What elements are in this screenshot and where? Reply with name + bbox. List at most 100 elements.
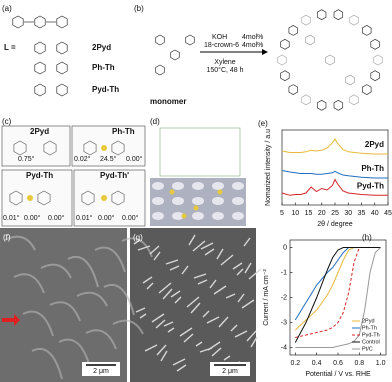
ring [170, 49, 180, 61]
flake [236, 268, 244, 276]
pore [192, 212, 204, 220]
ring [277, 54, 287, 66]
y-tick-label: -4 [281, 344, 287, 351]
flake [237, 293, 245, 303]
ring [301, 14, 311, 26]
flake [220, 254, 234, 266]
ring [155, 34, 165, 46]
flake [155, 319, 166, 329]
series-line [281, 138, 388, 155]
ring [370, 70, 380, 82]
sheet [76, 291, 108, 307]
legend-label: Pyd-Th [362, 332, 380, 338]
flake [135, 307, 146, 313]
y-axis-title: Current / mA cm⁻² [263, 269, 270, 326]
molecule-frame [73, 169, 146, 227]
ring [56, 15, 68, 29]
ring [185, 34, 195, 46]
flake [160, 350, 168, 362]
sheet [49, 301, 81, 322]
ring [56, 61, 68, 75]
flake [190, 302, 201, 314]
angle: 0.00° [98, 214, 115, 222]
panel-label: (b) [134, 4, 144, 13]
ring [81, 190, 95, 206]
flake [139, 313, 147, 319]
flake [211, 347, 222, 357]
flake [204, 248, 215, 256]
ring [280, 70, 290, 82]
decoration [1, 9, 383, 227]
x-tick-label: 25 [331, 210, 339, 217]
x-tick-label: 15 [305, 210, 313, 217]
x-tick-label: 35 [358, 210, 366, 217]
flake [174, 296, 182, 304]
ring [34, 61, 46, 75]
sem-image [0, 228, 127, 382]
x-tick-label: 10 [291, 210, 299, 217]
flake [151, 313, 165, 323]
pore [172, 212, 184, 220]
flake [170, 290, 181, 298]
x-tick-label: 40 [371, 210, 379, 217]
pore [212, 212, 224, 220]
sheet [94, 246, 126, 273]
panel-label: (e) [258, 119, 268, 128]
pore [172, 197, 184, 205]
ring [34, 83, 46, 97]
sheet [4, 235, 36, 251]
reagent: KOH [212, 34, 227, 41]
flake [181, 265, 189, 275]
structure-name: Pyd-Th' [100, 171, 129, 180]
flake [142, 276, 153, 284]
x-tick-label: 1.0 [376, 360, 386, 367]
ring [9, 190, 23, 206]
series-line [295, 247, 382, 348]
y-axis-title: Nomarized intensity / a.u [265, 129, 272, 206]
flake [244, 262, 252, 274]
angle: 0.01° [3, 214, 20, 222]
angle: 0.02° [74, 155, 91, 163]
sheet [85, 329, 117, 350]
pore [172, 182, 184, 190]
flake [153, 251, 161, 261]
panel-label: (a) [2, 4, 12, 13]
series-line [294, 247, 381, 343]
ring [288, 84, 298, 96]
flake [179, 327, 193, 337]
pore [192, 197, 204, 205]
panel-label: (c) [2, 117, 12, 126]
ring [316, 99, 327, 111]
x-tick-label: 30 [344, 210, 352, 217]
y-tick-label: -2 [281, 294, 287, 301]
ring [305, 34, 315, 46]
flake [232, 262, 243, 270]
legend-label: Control [362, 339, 380, 345]
pore [232, 182, 244, 190]
linker-label: L = [4, 43, 16, 52]
ring [333, 99, 344, 111]
flake [193, 273, 207, 279]
flake [197, 279, 208, 285]
ring [345, 74, 355, 86]
ring [325, 54, 335, 66]
flake [149, 245, 160, 255]
molecule-frame [1, 169, 73, 227]
sulfur-atom [217, 189, 223, 195]
flake [186, 296, 200, 308]
sulfur-atom [101, 145, 107, 151]
sheet [31, 348, 63, 380]
flake [156, 344, 167, 356]
x-tick-label: 0.8 [354, 360, 364, 367]
ring [333, 9, 344, 21]
sulfur-atom [193, 205, 199, 211]
structure-name: Pyd-Th [26, 171, 53, 180]
flake [167, 327, 175, 333]
ring [34, 15, 46, 29]
linker-name: 2Pyd [92, 43, 111, 52]
panel-label: (d) [150, 117, 160, 126]
flake [133, 239, 141, 245]
series-label: Pyd-Th [357, 181, 384, 190]
ring [37, 190, 51, 206]
